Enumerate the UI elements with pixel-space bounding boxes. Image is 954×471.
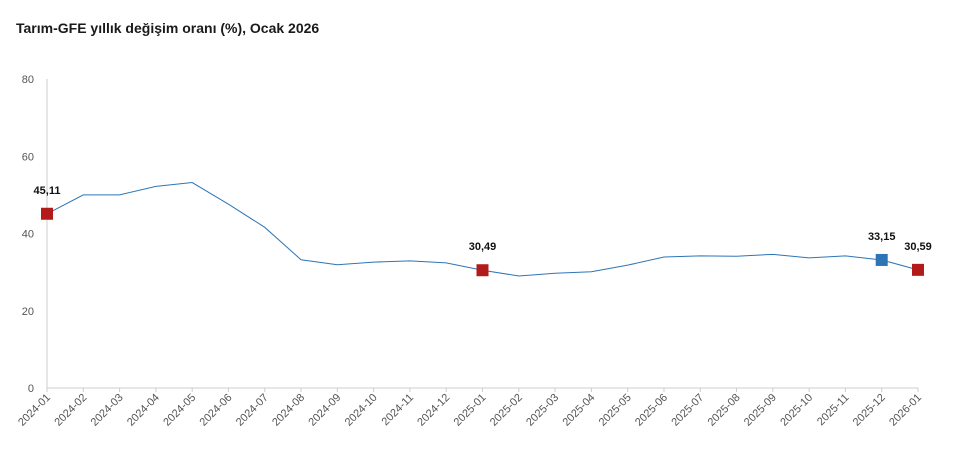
chart-title: Tarım-GFE yıllık değişim oranı (%), Ocak… (16, 20, 320, 36)
x-tick-label: 2024-05 (161, 392, 198, 429)
x-tick-label: 2024-04 (125, 392, 162, 429)
data-label: 45,11 (34, 185, 61, 197)
x-tick-label: 2024-06 (198, 392, 235, 429)
y-axis-ticks: 0 20 40 60 80 (22, 74, 34, 395)
x-tick-label: 2025-05 (597, 392, 634, 429)
y-tick-label: 0 (28, 383, 34, 395)
x-tick-label: 2026-01 (887, 392, 924, 429)
x-tick-label: 2025-09 (742, 392, 779, 429)
highlight-markers (41, 207, 924, 277)
data-label: 30,59 (904, 241, 932, 253)
x-tick-label: 2025-11 (815, 392, 851, 428)
y-tick-label: 20 (22, 306, 34, 318)
x-tick-label: 2024-03 (89, 392, 126, 429)
x-tick-label: 2024-07 (234, 392, 271, 429)
highlight-marker (912, 263, 924, 276)
highlight-marker (41, 207, 53, 220)
x-tick-label: 2025-03 (524, 392, 561, 429)
highlight-marker (476, 264, 489, 277)
data-labels: 45,11 30,49 33,15 30,59 (34, 185, 932, 253)
y-tick-label: 40 (22, 229, 34, 241)
y-tick-label: 80 (22, 74, 34, 86)
x-tick-label: 2025-08 (706, 392, 743, 429)
x-tick-label: 2025-02 (488, 392, 525, 429)
x-tick-label: 2024-12 (415, 392, 452, 429)
x-axis-ticks: 2024-01 2024-02 2024-03 2024-04 2024-05 2024-… (16, 388, 924, 429)
x-tick-label: 2024-08 (270, 392, 307, 429)
data-label: 30,49 (469, 241, 497, 253)
highlight-marker (875, 253, 888, 266)
x-tick-label: 2024-01 (16, 392, 53, 429)
x-tick-label: 2025-10 (778, 392, 815, 429)
x-tick-label: 2025-01 (452, 392, 489, 429)
x-tick-label: 2024-09 (306, 392, 343, 429)
x-tick-label: 2025-06 (633, 392, 670, 429)
x-tick-label: 2024-11 (380, 392, 416, 428)
x-tick-label: 2025-04 (560, 392, 597, 429)
x-tick-label: 2025-07 (669, 392, 706, 429)
series-line (46, 181, 919, 277)
x-tick-label: 2025-12 (851, 392, 888, 429)
data-label: 33,15 (868, 231, 896, 243)
y-tick-label: 60 (22, 151, 34, 163)
x-tick-label: 2024-10 (343, 392, 380, 429)
x-tick-label: 2024-02 (52, 392, 89, 429)
